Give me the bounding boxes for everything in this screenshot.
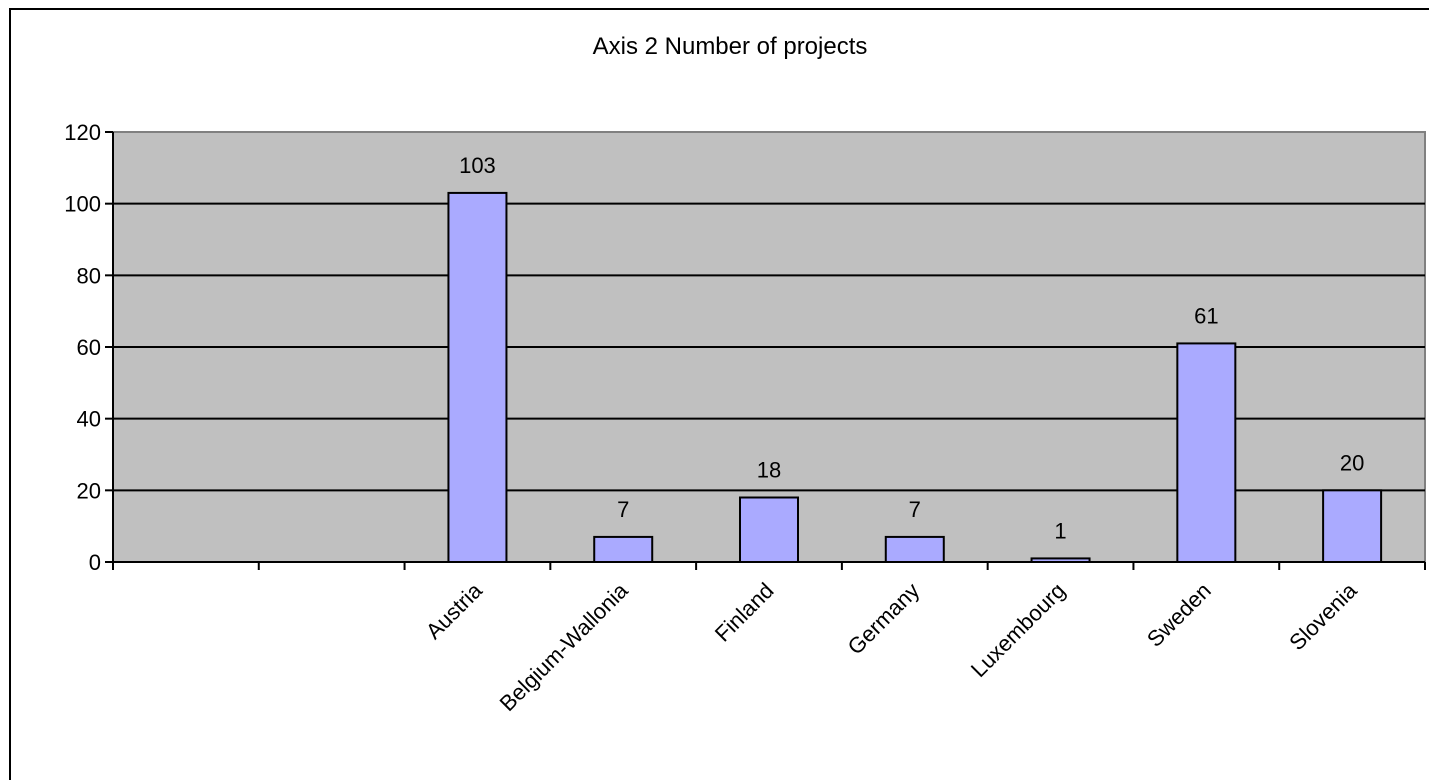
y-tick-label: 100 — [64, 192, 101, 217]
y-tick-label: 60 — [77, 335, 101, 360]
y-tick-label: 0 — [89, 550, 101, 575]
data-label: 61 — [1194, 303, 1218, 328]
data-label: 18 — [757, 458, 781, 483]
y-tick-labels: 0 20 40 60 80 100 120 — [64, 120, 101, 575]
data-label: 7 — [909, 497, 921, 522]
data-labels: 103 7 18 7 1 61 20 — [459, 153, 1364, 544]
data-label: 1 — [1054, 518, 1066, 543]
bar-slovenia — [1322, 489, 1383, 564]
bar-finland — [739, 496, 799, 563]
data-label: 20 — [1340, 450, 1364, 475]
chart-title: Axis 2 Number of projects — [593, 33, 868, 60]
data-label: 103 — [459, 153, 496, 178]
bar-belgium-wallonia — [593, 535, 654, 564]
data-label: 7 — [617, 497, 629, 522]
bar-germany — [884, 535, 945, 564]
y-tick-label: 120 — [64, 120, 101, 145]
axes — [105, 131, 1426, 570]
bar-austria — [447, 191, 508, 564]
y-tick-label: 80 — [77, 263, 101, 288]
bars — [447, 191, 1383, 564]
y-tick-label: 20 — [77, 478, 101, 503]
bar-sweden — [1176, 342, 1237, 563]
y-tick-label: 40 — [77, 407, 101, 432]
